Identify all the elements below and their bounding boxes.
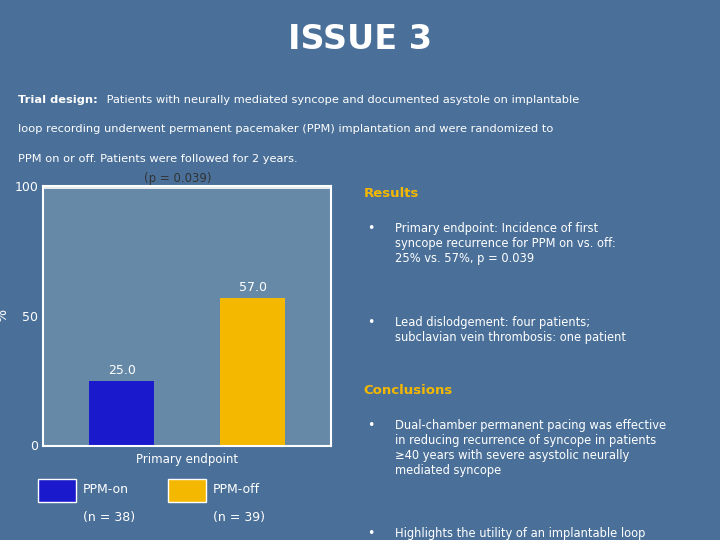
Text: (p = 0.039): (p = 0.039): [145, 172, 212, 185]
Text: Primary endpoint: Incidence of first
syncope recurrence for PPM on vs. off:
25% : Primary endpoint: Incidence of first syn…: [395, 221, 616, 265]
Text: 57.0: 57.0: [238, 281, 266, 294]
Text: Lead dislodgement: four patients;
subclavian vein thrombosis: one patient: Lead dislodgement: four patients; subcla…: [395, 316, 626, 344]
Text: ISSUE 3: ISSUE 3: [288, 23, 432, 56]
Text: Results: Results: [364, 187, 419, 200]
Text: •: •: [367, 316, 374, 329]
Text: Conclusions: Conclusions: [364, 384, 453, 397]
Text: (n = 39): (n = 39): [212, 511, 264, 524]
Text: loop recording underwent permanent pacemaker (PPM) implantation and were randomi: loop recording underwent permanent pacem…: [18, 124, 554, 134]
Text: PPM-on: PPM-on: [83, 483, 129, 496]
Text: Trial design:: Trial design:: [18, 95, 98, 105]
Text: Patients with neurally mediated syncope and documented asystole on implantable: Patients with neurally mediated syncope …: [103, 95, 579, 105]
Y-axis label: %: %: [0, 309, 9, 322]
Text: Dual-chamber permanent pacing was effective
in reducing recurrence of syncope in: Dual-chamber permanent pacing was effect…: [395, 419, 666, 477]
Bar: [220, 298, 285, 446]
Text: PPM on or off. Patients were followed for 2 years.: PPM on or off. Patients were followed fo…: [18, 153, 297, 164]
Bar: [89, 381, 155, 446]
Text: Highlights the utility of an implantable loop
recorder in this subgroup of patie: Highlights the utility of an implantable…: [395, 528, 645, 540]
Text: •: •: [367, 221, 374, 235]
Text: •: •: [367, 528, 374, 540]
Text: 25.0: 25.0: [108, 364, 135, 377]
Text: PPM-off: PPM-off: [212, 483, 260, 496]
Text: Primary endpoint: Primary endpoint: [136, 453, 238, 466]
FancyBboxPatch shape: [168, 478, 206, 502]
Text: (n = 38): (n = 38): [83, 511, 135, 524]
Text: •: •: [367, 419, 374, 432]
FancyBboxPatch shape: [38, 478, 76, 502]
